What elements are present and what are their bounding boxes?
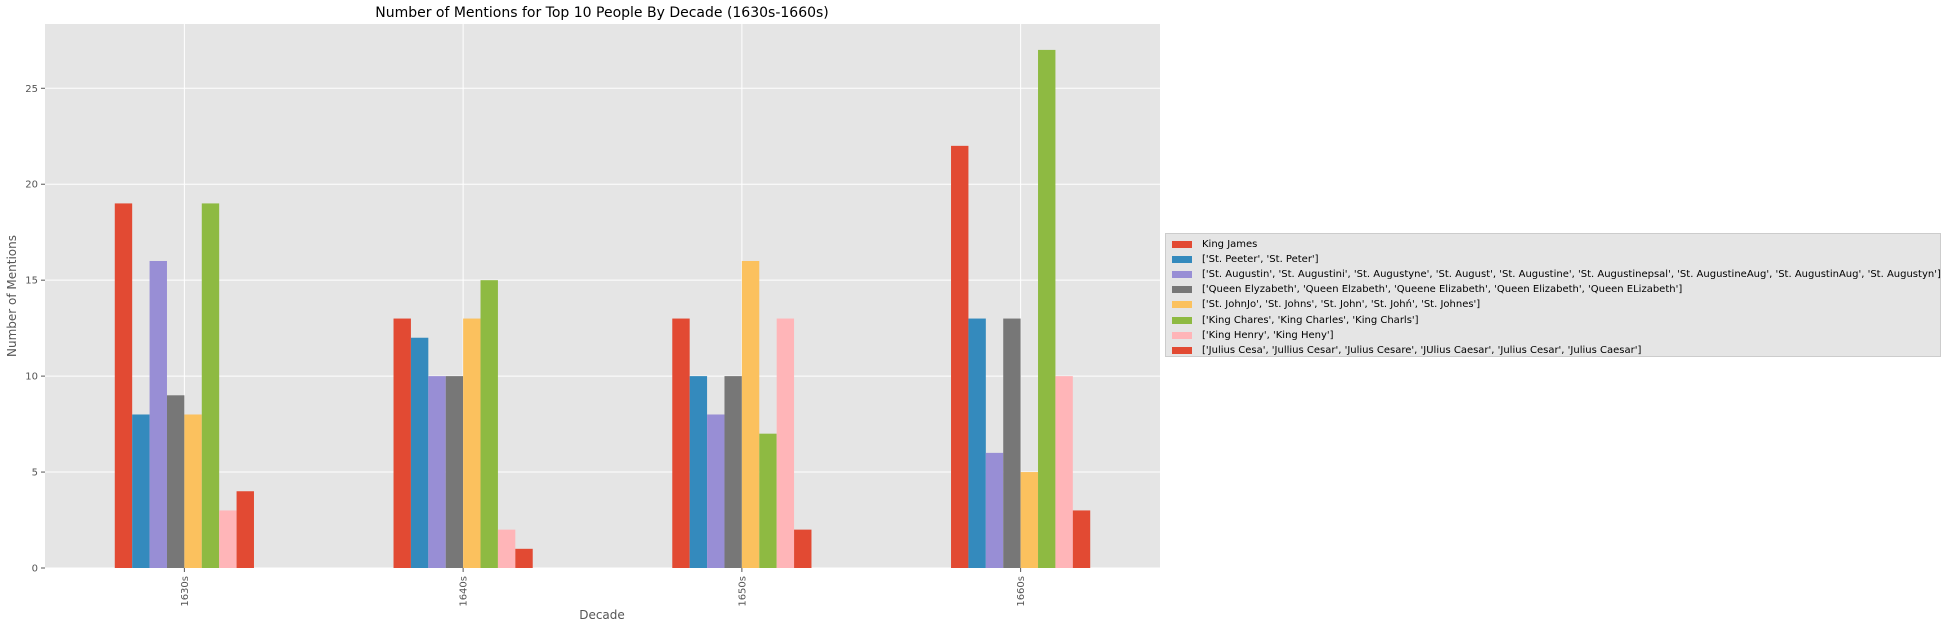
legend-label: ['Queen Elyzabeth', 'Queen Elzabeth', 'Q…	[1202, 284, 1683, 296]
legend-swatch	[1172, 346, 1192, 354]
bar	[794, 529, 812, 568]
chart-title: Number of Mentions for Top 10 People By …	[375, 5, 829, 21]
legend-label: King James	[1202, 239, 1258, 251]
y-tick-label: 15	[25, 276, 38, 287]
bar	[201, 203, 220, 568]
legend-swatch	[1172, 241, 1192, 249]
legend: King James ['St. Peeter', 'St. Peter'] ['S…	[1165, 233, 1941, 357]
legend-label: ['King Henry', 'King Heny']	[1202, 329, 1334, 341]
legend-entry: ['St. Augustin', 'St. Augustini', 'St. A…	[1172, 267, 1941, 282]
bar	[166, 395, 185, 568]
bar	[236, 491, 254, 568]
bar	[985, 452, 1004, 568]
bar	[707, 414, 725, 568]
bar	[1055, 376, 1073, 568]
legend-entry: King James	[1172, 237, 1934, 252]
y-tick-label: 0	[32, 564, 38, 575]
bar	[1020, 472, 1039, 568]
legend-swatch	[1172, 301, 1192, 309]
x-axis-label: Decade	[579, 608, 625, 622]
legend-label: ['King Chares', 'King Charles', 'King Ch…	[1202, 314, 1419, 326]
bar	[114, 203, 133, 568]
x-tick-label: 1640s	[459, 576, 470, 607]
legend-label: ['St. JohnJo', 'St. Johns', 'St. John', …	[1202, 299, 1481, 311]
bar	[776, 318, 795, 568]
bar	[132, 414, 150, 568]
x-tick-label: 1630s	[180, 576, 191, 607]
y-tick-label: 5	[32, 468, 38, 479]
bar	[393, 318, 411, 568]
x-axis-ticks: 1630s 1640s 1650s 1660s	[180, 568, 1027, 607]
legend-swatch	[1172, 271, 1192, 279]
bar	[1038, 49, 1056, 568]
bar	[219, 510, 237, 568]
legend-entry: ['King Henry', 'King Heny']	[1172, 328, 1934, 343]
bar	[480, 280, 498, 568]
bar	[463, 318, 481, 568]
y-axis-ticks: 0 5 10 15 20 25	[25, 84, 45, 575]
legend-entry: ['King Chares', 'King Charles', 'King Ch…	[1172, 312, 1934, 327]
bar	[149, 260, 167, 568]
bar	[968, 318, 986, 568]
bar	[759, 433, 777, 568]
bar	[515, 548, 533, 568]
legend-entry: ['St. JohnJo', 'St. Johns', 'St. John', …	[1172, 297, 1934, 312]
legend-swatch	[1172, 256, 1192, 264]
bar	[951, 145, 969, 568]
legend-swatch	[1172, 331, 1192, 339]
bar	[741, 260, 760, 568]
bar	[689, 376, 708, 568]
x-tick-label: 1650s	[737, 576, 748, 607]
bar	[1003, 318, 1021, 568]
legend-label: ['Julius Cesa', 'Jullius Cesar', 'Julius…	[1202, 344, 1642, 356]
bar	[1072, 510, 1091, 568]
y-tick-label: 10	[25, 372, 38, 383]
legend-label: ['St. Augustin', 'St. Augustini', 'St. A…	[1202, 269, 1941, 281]
legend-entry: ['St. Peeter', 'St. Peter']	[1172, 252, 1934, 267]
legend-entry: ['Queen Elyzabeth', 'Queen Elzabeth', 'Q…	[1172, 282, 1934, 297]
legend-label: ['St. Peeter', 'St. Peter']	[1202, 254, 1319, 266]
bars	[114, 49, 1091, 568]
bar	[445, 376, 464, 568]
y-tick-label: 25	[25, 84, 38, 95]
bar	[410, 337, 429, 568]
bar	[184, 414, 202, 568]
legend-swatch	[1172, 286, 1192, 294]
bar	[428, 376, 446, 568]
y-axis-label: Number of Mentions	[5, 235, 19, 357]
bar	[724, 376, 742, 568]
legend-entry: ['Julius Cesa', 'Jullius Cesar', 'Julius…	[1172, 343, 1934, 358]
bar	[672, 318, 690, 568]
y-tick-label: 20	[25, 180, 38, 191]
x-tick-label: 1660s	[1016, 576, 1027, 607]
bar	[497, 529, 516, 568]
legend-swatch	[1172, 316, 1192, 324]
